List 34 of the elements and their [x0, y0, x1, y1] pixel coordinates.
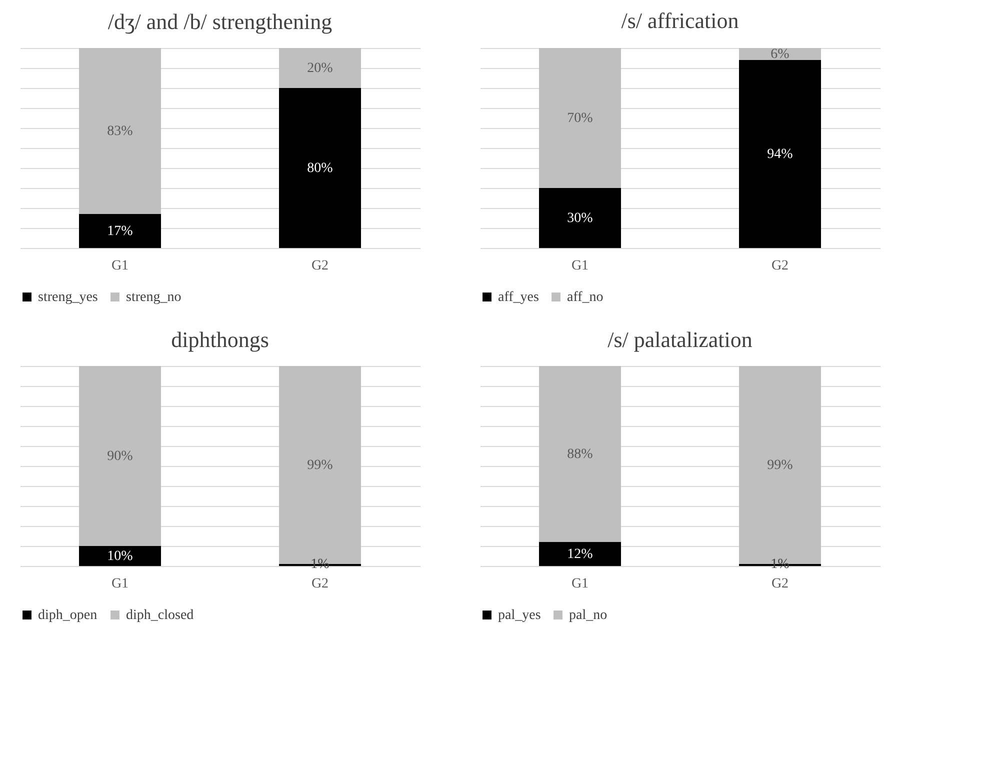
x-tick-label: G2 — [311, 258, 329, 274]
data-label: 88% — [567, 447, 594, 462]
data-label: 10% — [107, 549, 134, 564]
data-label: 6% — [770, 47, 790, 62]
data-label: 30% — [567, 211, 594, 226]
chart-title: /dʒ/ and /b/ strengthening — [108, 9, 332, 34]
legend-label: streng_yes — [38, 290, 98, 305]
x-tick-label: G1 — [111, 258, 129, 274]
x-tick-label: G2 — [771, 576, 789, 592]
legend-label: streng_no — [126, 290, 182, 305]
data-label: 83% — [107, 124, 134, 139]
data-label: 80% — [307, 161, 334, 176]
data-label: 90% — [107, 449, 134, 464]
legend-label: pal_yes — [498, 608, 541, 623]
data-label: 99% — [307, 458, 334, 473]
legend-label: aff_yes — [498, 290, 539, 305]
x-tick-label: G1 — [111, 576, 129, 592]
x-tick-label: G1 — [571, 576, 589, 592]
legend-label: diph_closed — [126, 608, 194, 623]
legend-label: pal_no — [569, 608, 608, 623]
chart-title: diphthongs — [171, 327, 269, 352]
data-label: 70% — [567, 111, 594, 126]
data-label: 20% — [307, 61, 334, 76]
data-label: 94% — [767, 147, 794, 162]
legend-label: diph_open — [38, 608, 98, 623]
data-label: 12% — [567, 547, 594, 562]
legend-label: aff_no — [567, 290, 604, 305]
data-label: 99% — [767, 458, 794, 473]
chart-title: /s/ palatalization — [608, 327, 752, 352]
x-tick-label: G2 — [771, 258, 789, 274]
x-tick-label: G2 — [311, 576, 329, 592]
x-tick-label: G1 — [571, 258, 589, 274]
data-label: 17% — [107, 224, 134, 239]
chart-title: /s/ affrication — [621, 8, 739, 33]
